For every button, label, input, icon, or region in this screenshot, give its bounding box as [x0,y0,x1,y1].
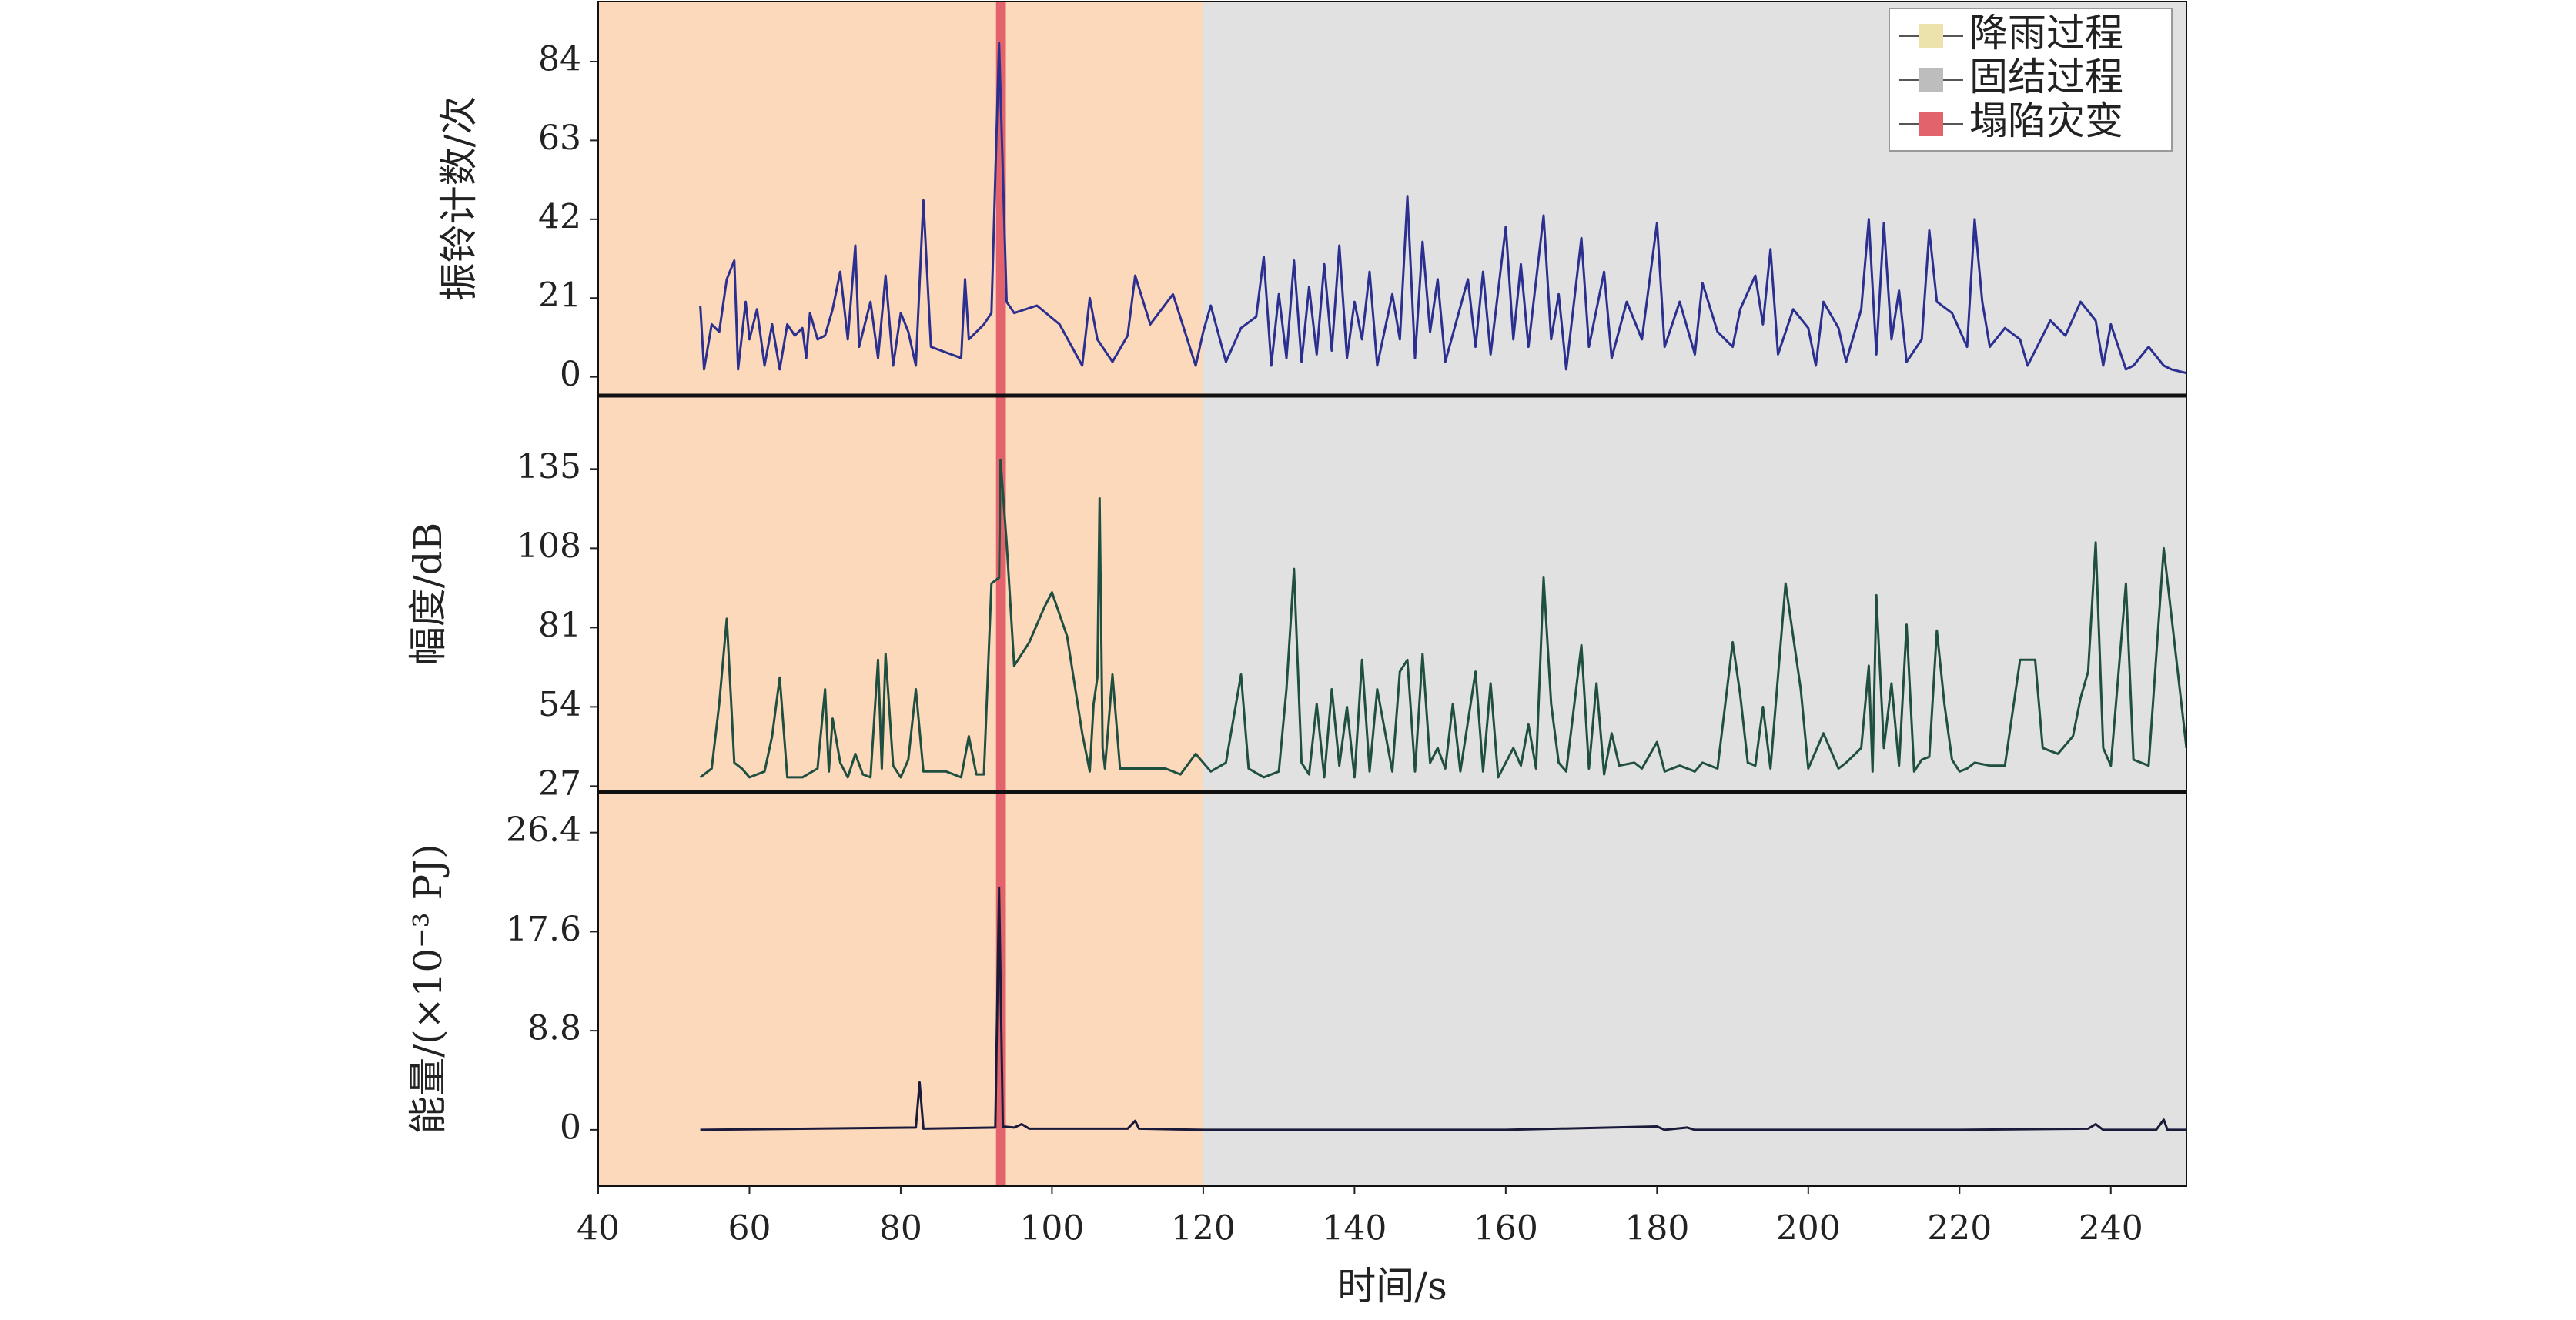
x-tick-label: 80 [879,1209,922,1248]
x-axis-label: 时间/s [1337,1264,1447,1308]
y-tick-label: 63 [538,119,581,158]
y-tick-label: 8.8 [527,1009,581,1048]
data-line [699,459,2186,779]
y-tick-label: 27 [538,764,581,804]
y-tick-label: 81 [538,606,581,645]
x-tick-label: 60 [728,1209,771,1248]
x-tick-label: 160 [1474,1209,1538,1248]
legend-label: 塌陷灾变 [1969,99,2123,143]
y-tick-label: 17.6 [506,910,581,949]
y-tick-label: 21 [538,276,581,316]
x-tick-label: 140 [1322,1209,1387,1248]
legend-swatch [1919,68,1943,92]
x-tick-label: 220 [1927,1209,1992,1248]
legend-swatch [1919,112,1943,136]
y-axis-label: 振铃计数/次 [437,96,481,302]
legend-label: 固结过程 [1969,55,2123,99]
data-line [699,42,2186,375]
legend-label: 降雨过程 [1969,11,2123,55]
y-axis-label: 幅度/dB [406,523,450,666]
y-tick-label: 135 [517,447,581,486]
y-tick-label: 108 [517,526,581,566]
data-line [700,886,2186,1131]
y-axis-label: 能量/(×10⁻³ PJ) [406,844,450,1134]
y-tick-label: 42 [538,197,581,236]
span-band [598,2,1203,1186]
y-tick-label: 0 [560,355,581,394]
y-tick-label: 26.4 [506,810,581,850]
y-tick-label: 0 [560,1108,581,1147]
y-tick-label: 54 [538,685,581,724]
x-tick-label: 200 [1776,1209,1841,1248]
x-tick-label: 100 [1019,1209,1084,1248]
y-tick-label: 84 [538,40,581,79]
x-tick-label: 180 [1624,1209,1689,1248]
x-tick-label: 240 [2079,1209,2143,1248]
legend-swatch [1919,24,1943,48]
span-band [1203,2,2186,1186]
x-tick-label: 40 [577,1209,620,1248]
x-tick-label: 120 [1171,1209,1236,1248]
